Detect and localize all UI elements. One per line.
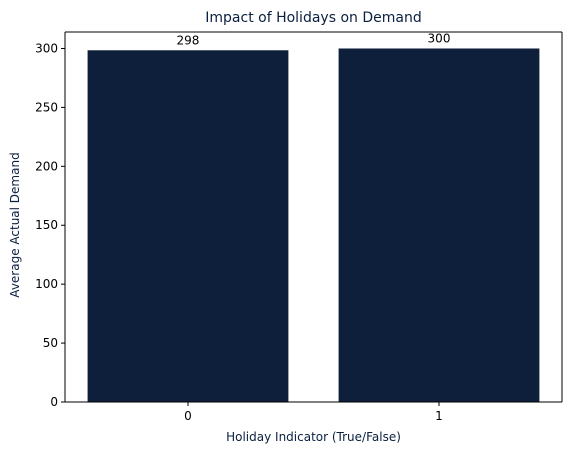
x-axis-label: Holiday Indicator (True/False)	[226, 430, 401, 444]
axes-group	[64, 31, 563, 403]
bars-group: 298 300	[87, 31, 540, 402]
chart-title: Impact of Holidays on Demand	[205, 10, 421, 26]
y-tick-label: 50	[43, 336, 58, 350]
y-tick-label: 200	[35, 159, 58, 173]
y-tick-label: 0	[50, 395, 58, 409]
y-tick-label: 300	[35, 41, 58, 55]
ticks-group: 0 1 0 50 100 150 200 250 300	[35, 41, 443, 423]
bar-0	[87, 50, 289, 402]
x-tick-label: 1	[435, 409, 443, 423]
data-label-0: 298	[177, 33, 200, 47]
x-tick-label: 0	[184, 409, 192, 423]
data-label-1: 300	[428, 31, 451, 45]
y-tick-label: 250	[35, 100, 58, 114]
y-tick-label: 150	[35, 218, 58, 232]
y-tick-label: 100	[35, 277, 58, 291]
bar-1	[338, 48, 540, 402]
y-axis-label: Average Actual Demand	[8, 152, 22, 297]
